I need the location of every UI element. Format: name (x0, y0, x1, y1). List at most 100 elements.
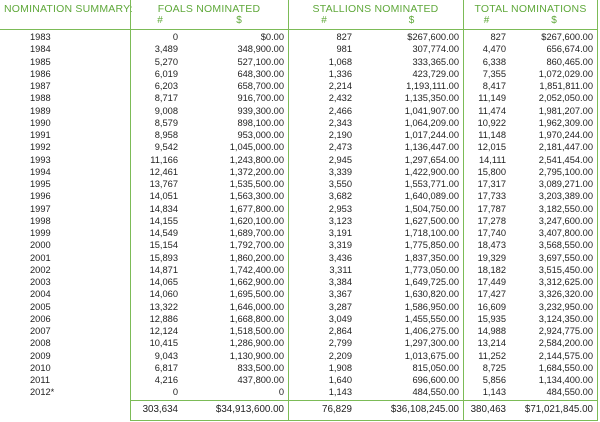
value-cell: 1,620,100.00 (229, 215, 284, 226)
value-cell: 1,336 (328, 68, 352, 79)
year-cell: 2012* (30, 387, 55, 398)
value-cell: 2,209 (328, 350, 352, 361)
value-cell: 1,677,800.00 (229, 203, 284, 214)
sub-header: # (157, 15, 163, 26)
value-cell: 2,181,447.00 (538, 142, 593, 153)
value-cell: 8,717 (154, 93, 178, 104)
value-cell: 14,111 (478, 154, 506, 165)
value-cell: 11,252 (478, 350, 506, 361)
value-cell: 1,135,350.00 (404, 93, 459, 104)
value-cell: 1,837,350.00 (404, 252, 459, 263)
value-cell: 7,355 (482, 68, 506, 79)
value-cell: 3,697,550.00 (538, 252, 593, 263)
value-cell: 3,515,450.00 (538, 264, 593, 275)
value-cell: 17,787 (477, 203, 506, 214)
sub-header: $ (236, 15, 242, 26)
total-cell: $34,913,600.00 (215, 404, 284, 415)
value-cell: 14,065 (149, 277, 178, 287)
value-cell: 1,962,309.00 (538, 117, 593, 128)
value-cell: 6,817 (154, 362, 178, 373)
value-cell: 3,232,950.00 (538, 301, 593, 312)
value-cell: 3,287 (328, 301, 352, 312)
value-cell: 860,465.00 (546, 56, 593, 67)
header-rule (0, 29, 598, 30)
value-cell: 14,051 (149, 191, 178, 202)
value-cell: 19,329 (477, 252, 506, 263)
value-cell: 3,123 (328, 215, 352, 226)
year-cell: 1993 (30, 154, 51, 165)
value-cell: $0.00 (260, 32, 284, 42)
table-title: NOMINATION SUMMARY: (4, 3, 133, 15)
sub-header: # (483, 15, 490, 26)
value-cell: 8,417 (482, 81, 506, 91)
value-cell: 2,214 (328, 81, 352, 91)
value-cell: 648,300.00 (237, 68, 284, 79)
total-cell: 380,463 (470, 404, 506, 415)
total-cell: $36,108,245.00 (390, 404, 459, 415)
year-cell: 1995 (30, 179, 51, 189)
value-cell: 3,182,550.00 (538, 203, 593, 214)
value-cell: 2,144,575.00 (538, 350, 593, 361)
value-cell: 1,455,550.00 (404, 313, 459, 324)
value-cell: 17,317 (477, 179, 506, 189)
value-cell: 437,800.00 (237, 375, 284, 385)
column-divider (597, 0, 598, 421)
value-cell: 815,050.00 (412, 362, 459, 373)
value-cell: 10,415 (149, 338, 178, 349)
value-cell: 1,775,850.00 (404, 240, 459, 251)
value-cell: 1,668,800.00 (229, 313, 284, 324)
value-cell: 16,609 (477, 301, 506, 312)
value-cell: 1,243,800.00 (229, 154, 284, 165)
value-cell: 1,851,811.00 (539, 81, 593, 91)
value-cell: 0 (172, 32, 178, 42)
value-cell: 1,689,700.00 (229, 228, 284, 238)
total-cell: 303,634 (142, 404, 178, 415)
value-cell: 10,922 (477, 117, 506, 128)
column-divider (288, 0, 289, 421)
value-cell: 3,319 (328, 240, 352, 251)
value-cell: 0 (172, 387, 178, 398)
value-cell: 15,935 (477, 313, 506, 324)
value-cell: 14,155 (149, 215, 178, 226)
value-cell: 14,988 (477, 326, 506, 336)
value-cell: 1,017,244.00 (404, 130, 459, 140)
value-cell: 1,773,050.00 (404, 264, 459, 275)
total-cell: 76,829 (322, 404, 352, 415)
value-cell: 5,270 (154, 56, 178, 67)
year-cell: 1999 (30, 228, 51, 238)
value-cell: 17,278 (477, 215, 506, 226)
value-cell: 1,586,950.00 (404, 301, 459, 312)
group-header: STALLIONS NOMINATED (312, 3, 439, 15)
value-cell: 1,064,209.00 (404, 117, 459, 128)
value-cell: 11,166 (150, 154, 178, 165)
value-cell: 2,473 (328, 142, 352, 153)
value-cell: 1,134,400.00 (538, 375, 593, 385)
value-cell: 1,742,400.00 (229, 264, 284, 275)
value-cell: 1,286,900.00 (229, 338, 284, 349)
value-cell: 8,725 (482, 362, 506, 373)
value-cell: 1,535,500.00 (229, 179, 284, 189)
value-cell: 3,311 (329, 264, 352, 275)
value-cell: 348,900.00 (237, 44, 284, 55)
column-divider (130, 0, 131, 421)
value-cell: 3,682 (328, 191, 352, 202)
value-cell: 13,322 (149, 301, 178, 312)
value-cell: 484,550.00 (546, 387, 593, 398)
year-cell: 2004 (30, 289, 51, 300)
value-cell: 3,384 (328, 277, 352, 287)
value-cell: 1,860,200.00 (229, 252, 284, 263)
value-cell: 3,568,550.00 (538, 240, 593, 251)
value-cell: 2,466 (328, 105, 352, 116)
value-cell: 1,518,500.00 (229, 326, 284, 336)
value-cell: 1,792,700.00 (229, 240, 284, 251)
sub-header: # (321, 15, 327, 26)
sub-header: $ (551, 15, 557, 26)
value-cell: 3,089,271.00 (538, 179, 593, 189)
value-cell: 1,422,900.00 (404, 166, 459, 177)
value-cell: 15,800 (477, 166, 506, 177)
value-cell: 827 (490, 32, 506, 42)
value-cell: 3,326,320.00 (538, 289, 593, 300)
year-cell: 2005 (30, 301, 51, 312)
year-cell: 2009 (30, 350, 51, 361)
